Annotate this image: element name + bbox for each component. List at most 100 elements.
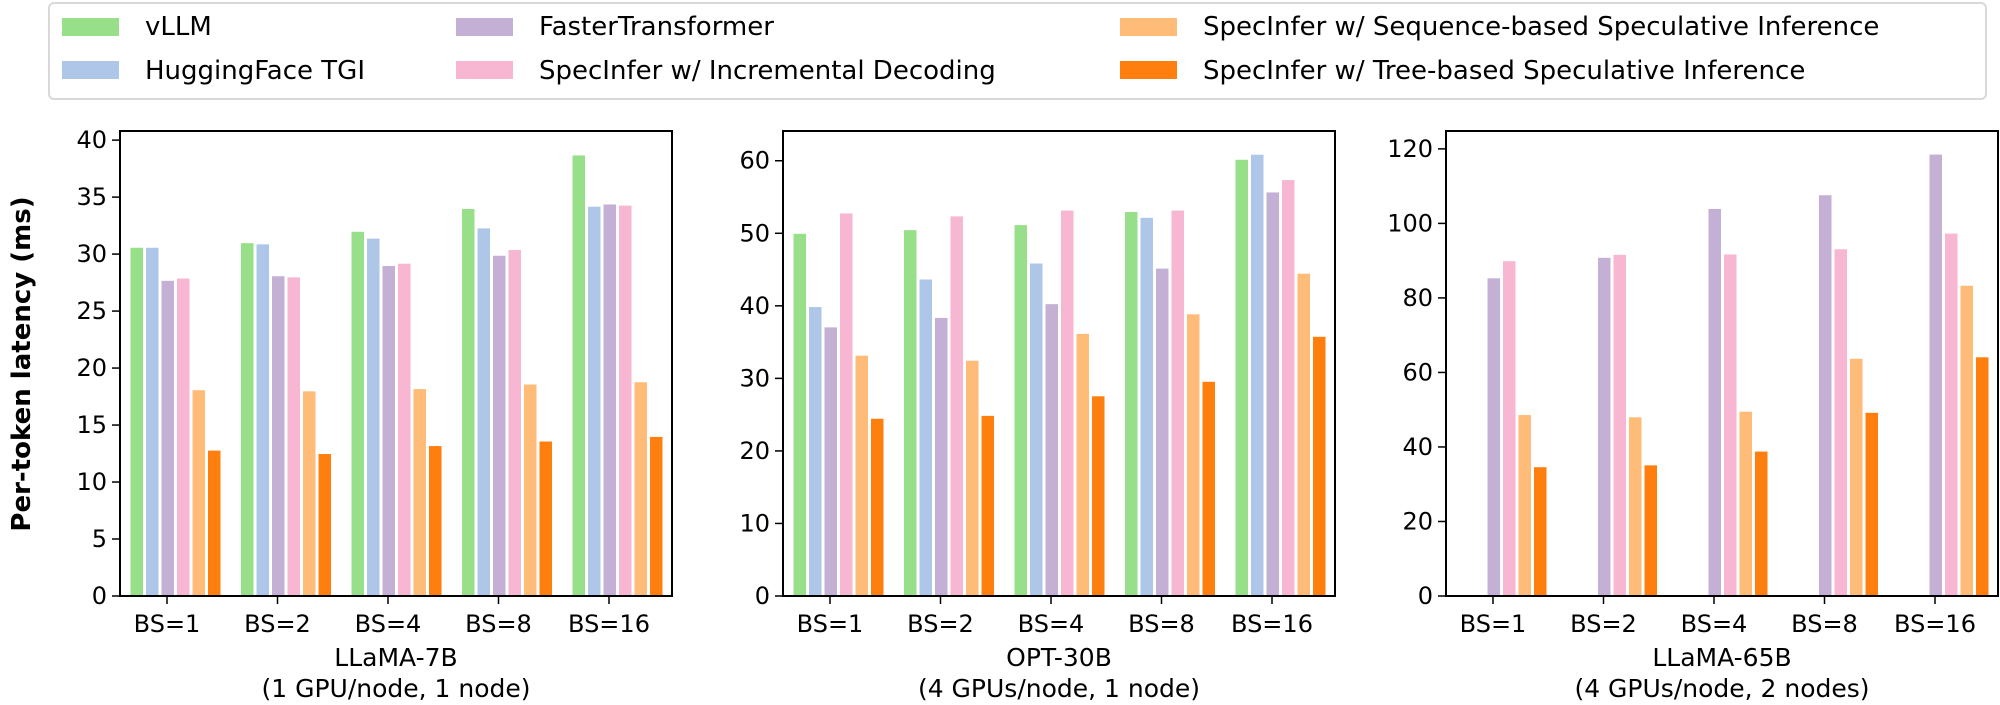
y-tick-label: 0 — [1418, 582, 1433, 610]
bar — [1486, 277, 1501, 597]
legend-swatch-fastertransformer — [456, 18, 513, 36]
bar — [1281, 179, 1296, 597]
bar — [587, 205, 602, 597]
bar — [1533, 466, 1548, 597]
y-tick-label: 120 — [1387, 135, 1433, 163]
y-tick-label: 20 — [1402, 507, 1433, 535]
bar — [1597, 256, 1612, 597]
bar — [602, 203, 617, 597]
y-tick-label: 25 — [76, 297, 107, 325]
panel-1: 0 5 10 15 20 25 30 35 40 BS=1 BS=2 BS=4 BS=8 BS=16 LLa… — [76, 126, 673, 703]
bar — [507, 249, 522, 597]
bar — [1628, 416, 1643, 597]
x-tick-label: BS=1 — [134, 610, 201, 638]
bar — [649, 435, 664, 597]
bar — [980, 414, 995, 597]
bar — [1250, 153, 1265, 597]
y-tick-label: 50 — [739, 219, 770, 247]
bar — [1265, 191, 1280, 597]
bar — [397, 262, 412, 597]
y-tick-label: 80 — [1402, 284, 1433, 312]
bar — [1029, 262, 1044, 597]
y-tick-label: 60 — [1402, 358, 1433, 386]
x-tick-label: BS=1 — [797, 610, 864, 638]
bar — [191, 389, 206, 597]
bar — [286, 276, 301, 597]
y-tick-label: 0 — [92, 582, 107, 610]
panel-2: 0 10 20 30 40 50 60 BS=1 BS=2 BS=4 BS=8 BS=16 OPT-30… — [739, 130, 1336, 703]
bar — [1944, 232, 1959, 597]
bar — [1013, 224, 1028, 597]
bar — [1170, 209, 1185, 597]
panel-title-config: (4 GPUs/node, 1 node) — [918, 674, 1200, 703]
y-tick-label: 40 — [739, 292, 770, 320]
bar — [207, 449, 222, 597]
x-tick-label: BS=2 — [244, 610, 311, 638]
legend: vLLM HuggingFace TGI FasterTransformer S… — [48, 2, 1987, 100]
panel-3: 0 20 40 60 80 100 120 BS=1 BS=2 BS=4 BS=8 BS=16 LLaM… — [1387, 130, 1999, 703]
bar — [1738, 410, 1753, 597]
bar — [1754, 450, 1769, 597]
bar — [1124, 211, 1139, 597]
plot-frame — [1445, 130, 1999, 597]
legend-swatch-incremental — [456, 61, 513, 79]
bar — [176, 277, 191, 597]
legend-item-fastertransformer: FasterTransformer — [456, 12, 774, 42]
legend-swatch-tree — [1120, 61, 1177, 79]
panel-title-config: (4 GPUs/node, 2 nodes) — [1574, 674, 1869, 703]
bar — [1959, 284, 1974, 597]
bar — [918, 278, 933, 597]
x-tick-label: BS=4 — [1681, 610, 1748, 638]
bar — [1707, 208, 1722, 597]
y-tick-label: 10 — [76, 468, 107, 496]
legend-label-tree: SpecInfer w/ Tree-based Speculative Infe… — [1203, 56, 1805, 86]
bar — [1502, 260, 1517, 597]
legend-label-sequence: SpecInfer w/ Sequence-based Speculative … — [1203, 12, 1879, 42]
y-tick-label: 20 — [76, 354, 107, 382]
bar — [461, 208, 476, 597]
bar — [476, 227, 491, 597]
bar — [1312, 335, 1327, 597]
bar — [1612, 253, 1627, 597]
x-tick-label: BS=16 — [1894, 610, 1976, 638]
legend-swatch-tgi — [62, 61, 119, 79]
x-tick-label: BS=8 — [1128, 610, 1195, 638]
y-tick-label: 30 — [76, 240, 107, 268]
bar — [129, 246, 144, 597]
panel-title-model: LLaMA-7B — [334, 643, 457, 672]
bar — [350, 230, 365, 597]
bar — [1723, 253, 1738, 597]
bar — [571, 154, 586, 597]
y-tick-label: 0 — [755, 582, 770, 610]
bar — [492, 254, 507, 597]
plot-frame — [119, 130, 673, 597]
bar — [1517, 414, 1532, 597]
panel-title-config: (1 GPU/node, 1 node) — [261, 674, 530, 703]
legend-label-incremental: SpecInfer w/ Incremental Decoding — [539, 56, 996, 86]
bar — [1186, 313, 1201, 597]
bar — [1234, 158, 1249, 597]
bar — [618, 204, 633, 597]
bar — [1044, 303, 1059, 597]
bar — [1296, 272, 1311, 597]
bar — [366, 237, 381, 597]
y-tick-label: 30 — [739, 364, 770, 392]
bar — [934, 316, 949, 597]
bar — [949, 215, 964, 597]
x-tick-label: BS=2 — [907, 610, 974, 638]
bar — [1155, 267, 1170, 597]
bar — [1833, 248, 1848, 597]
legend-swatch-sequence — [1120, 18, 1177, 36]
bar — [1060, 209, 1075, 597]
x-tick-label: BS=1 — [1460, 610, 1527, 638]
bar — [633, 381, 648, 597]
legend-swatch-vllm — [62, 18, 119, 36]
legend-item-vllm: vLLM — [62, 12, 212, 42]
y-tick-label: 20 — [739, 437, 770, 465]
bar — [271, 275, 286, 597]
legend-item-sequence: SpecInfer w/ Sequence-based Speculative … — [1120, 12, 1879, 42]
bar — [1928, 153, 1943, 597]
x-tick-label: BS=4 — [355, 610, 422, 638]
bar — [854, 354, 869, 597]
